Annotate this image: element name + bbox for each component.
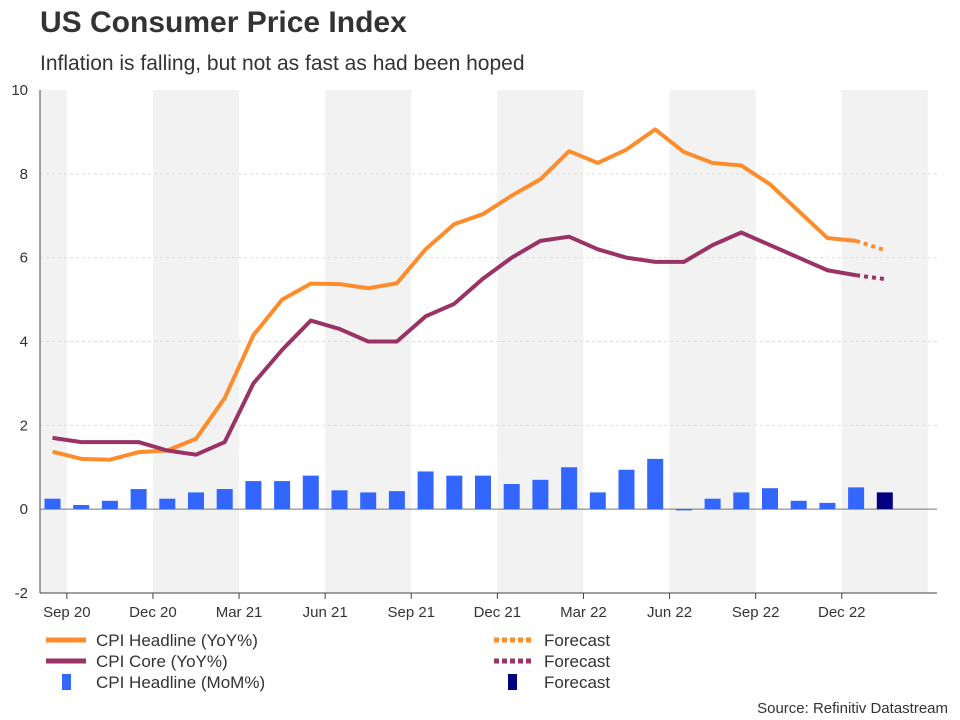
x-tick-label: Mar 21 bbox=[216, 604, 263, 621]
bar bbox=[618, 469, 635, 510]
bar bbox=[188, 492, 204, 510]
bar bbox=[733, 492, 750, 510]
y-tick-label: -2 bbox=[15, 585, 28, 602]
y-tick-label: 2 bbox=[20, 417, 28, 434]
bar bbox=[245, 481, 262, 510]
bar bbox=[44, 498, 61, 510]
bar bbox=[73, 504, 90, 510]
y-tick-label: 6 bbox=[20, 250, 28, 267]
bar bbox=[216, 489, 233, 510]
x-tick-label: Sep 21 bbox=[387, 604, 435, 621]
bar bbox=[446, 475, 463, 510]
bar bbox=[130, 489, 147, 510]
bar bbox=[417, 471, 434, 510]
bar bbox=[704, 498, 721, 510]
y-tick-label: 0 bbox=[20, 501, 28, 518]
bar bbox=[475, 475, 491, 510]
legend-swatch bbox=[62, 674, 71, 690]
x-tick-label: Dec 20 bbox=[129, 604, 177, 621]
source-note: Source: Refinitiv Datastream bbox=[757, 700, 948, 717]
bar bbox=[159, 498, 176, 510]
x-tick-label: Mar 22 bbox=[560, 604, 607, 621]
bar bbox=[503, 484, 520, 510]
x-tick-label: Jun 21 bbox=[303, 604, 348, 621]
bar bbox=[532, 479, 549, 510]
forecast-line bbox=[855, 273, 886, 282]
forecast-line bbox=[855, 238, 886, 253]
bar bbox=[675, 509, 692, 511]
y-tick-label: 8 bbox=[20, 166, 28, 183]
legend-label: CPI Core (YoY%) bbox=[96, 652, 228, 671]
x-tick-label: Sep 22 bbox=[732, 604, 780, 621]
bar bbox=[331, 490, 348, 510]
x-tick-label: Dec 21 bbox=[474, 604, 522, 621]
y-tick-label: 4 bbox=[20, 334, 28, 351]
bar bbox=[302, 475, 319, 510]
bar bbox=[274, 481, 291, 510]
bar bbox=[589, 492, 606, 510]
legend-label: CPI Headline (YoY%) bbox=[96, 631, 258, 650]
bar bbox=[561, 467, 578, 510]
x-tick-label: Sep 20 bbox=[43, 604, 91, 621]
bar bbox=[848, 487, 865, 510]
chart-title: US Consumer Price Index bbox=[40, 6, 407, 39]
bar bbox=[101, 500, 118, 510]
bar bbox=[388, 491, 405, 510]
bar bbox=[647, 458, 664, 510]
y-tick-label: 10 bbox=[11, 82, 28, 99]
legend-swatch bbox=[508, 674, 517, 690]
legend-label: Forecast bbox=[544, 631, 610, 650]
legend-label: Forecast bbox=[544, 652, 610, 671]
bar bbox=[790, 500, 807, 510]
bar bbox=[762, 488, 778, 510]
x-tick-label: Jun 22 bbox=[647, 604, 692, 621]
x-tick-label: Dec 22 bbox=[818, 604, 866, 621]
forecast-bar bbox=[876, 492, 893, 510]
legend-label: Forecast bbox=[544, 673, 610, 692]
shaded-band bbox=[841, 90, 928, 593]
chart-subtitle: Inflation is falling, but not as fast as… bbox=[40, 52, 525, 75]
legend-label: CPI Headline (MoM%) bbox=[96, 673, 265, 692]
bar bbox=[819, 502, 836, 510]
bar bbox=[360, 492, 377, 510]
